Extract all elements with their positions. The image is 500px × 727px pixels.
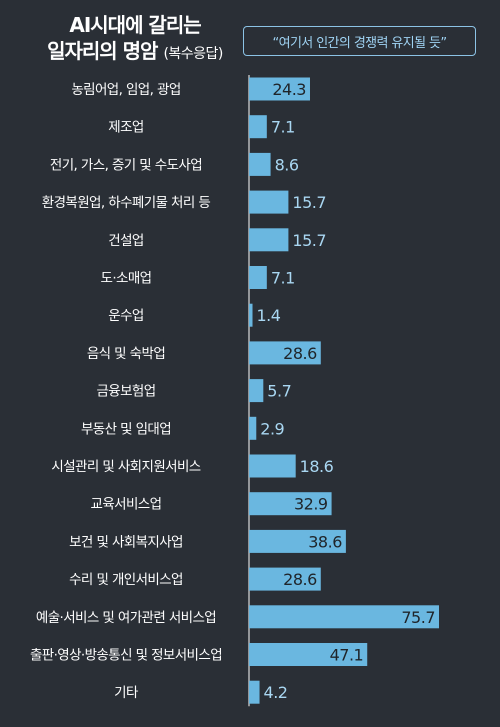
value-label: 38.6 (308, 532, 342, 551)
bar (249, 680, 260, 704)
category-label: 수리 및 개인서비스업 (69, 572, 183, 588)
category-label: 교육서비스업 (91, 497, 162, 513)
value-label: 75.7 (401, 608, 435, 627)
value-label: 1.4 (257, 306, 281, 325)
value-label: 47.1 (330, 646, 364, 665)
bar (249, 266, 267, 289)
category-label: 금융보험업 (96, 384, 155, 400)
chart-title-line2: 일자리의 명암 (복수응답) (20, 38, 250, 67)
bar (249, 190, 289, 214)
value-label: 15.7 (292, 193, 326, 212)
category-label: 시설관리 및 사회지원서비스 (51, 459, 200, 475)
value-label: 5.7 (267, 382, 291, 401)
bar (249, 379, 264, 403)
category-label: 예술·서비스 및 여가관련 서비스업 (36, 610, 216, 626)
value-label: 28.6 (283, 344, 317, 363)
bar (249, 152, 271, 176)
value-label: 28.6 (283, 570, 317, 589)
category-label: 보건 및 사회복지사업 (69, 534, 183, 550)
category-label: 농림어업, 임업, 광업 (71, 82, 180, 98)
value-label: 15.7 (292, 231, 326, 250)
quote-annotation: “여기서 인간의 경쟁력 유지될 듯” (243, 26, 476, 56)
value-label: 2.9 (260, 419, 284, 438)
bar (249, 416, 257, 440)
chart-title-note: (복수응답) (163, 46, 223, 62)
category-label: 운수업 (108, 308, 143, 324)
category-label: 환경복원업, 하수폐기물 처리 등 (42, 195, 211, 211)
category-label: 음식 및 숙박업 (87, 346, 165, 362)
category-label: 제조업 (108, 120, 143, 136)
bar (249, 529, 346, 553)
bar (249, 77, 310, 101)
bar (249, 115, 267, 139)
bar (249, 341, 321, 365)
bar (249, 228, 289, 252)
value-label: 18.6 (300, 457, 334, 476)
bar (249, 492, 332, 516)
bar (249, 643, 368, 666)
category-label: 부동산 및 임대업 (81, 421, 171, 437)
category-label: 도·소매업 (101, 271, 152, 287)
category-label: 기타 (114, 685, 139, 701)
value-label: 7.1 (271, 118, 295, 137)
chart-title-line1: AI시대에 갈리는 (69, 13, 201, 37)
bar (249, 605, 440, 629)
bar (249, 567, 321, 591)
category-label: 전기, 가스, 증기 및 수도사업 (50, 157, 202, 173)
value-label: 32.9 (294, 495, 328, 514)
category-label: 건설업 (108, 233, 143, 249)
value-label: 4.2 (264, 683, 288, 702)
chart-title-main: 일자리의 명암 (47, 39, 158, 63)
value-label: 7.1 (271, 269, 295, 288)
bar (249, 303, 253, 327)
bar (249, 454, 296, 478)
value-label: 24.3 (272, 80, 306, 99)
category-label: 출판·영상·방송통신 및 정보서비스업 (30, 648, 222, 664)
chart-title: AI시대에 갈리는 일자리의 명암 (복수응답) (20, 12, 250, 67)
value-label: 8.6 (275, 155, 299, 174)
